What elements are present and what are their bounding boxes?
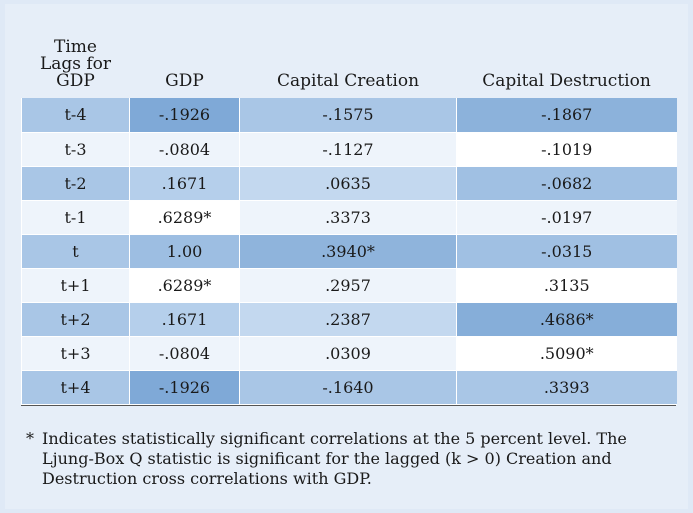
table-body: t-4 -.1926 -.1575 -.1867 t-3 -.0804 -.1127 -.10… [21,98,677,405]
cell-gdp: -.1926 [129,370,240,405]
cell-capital-creation: -.1127 [239,132,457,167]
cell-lag: t [21,234,130,269]
cell-lag: t-3 [21,132,130,167]
cell-lag: t-4 [21,98,130,133]
table-bottom-rule [21,405,676,406]
cell-capital-creation: -.1640 [239,370,457,405]
cell-gdp: .1671 [129,302,240,337]
cell-gdp: -.0804 [129,132,240,167]
table-row: t+3 -.0804.0309.5090* [21,336,677,371]
table-row: t-1.6289* .3373 -.0197 [21,200,677,235]
cell-capital-creation: .2387 [239,302,457,337]
header-time-lags: Time Lags for GDP [21,4,130,98]
footnote-text: Indicates statistically significant corr… [42,429,627,488]
cell-capital-destruction: .4686* [456,302,677,337]
cell-lag: t-2 [21,166,130,201]
footnote-asterisk: * [26,429,34,448]
cell-capital-creation: .3940* [239,234,457,269]
cell-capital-destruction: .3135 [456,268,677,303]
cell-gdp: .6289* [129,268,240,303]
cell-capital-creation: .0309 [239,336,457,371]
table-row: t+4 -.1926 -.1640.3393 [21,370,677,405]
table-header-row: Time Lags for GDP GDP Capital Creation C… [21,4,677,98]
cell-capital-destruction: -.1867 [456,98,677,133]
table-row: t 1.00.3940* -.0315 [21,234,677,269]
cell-capital-destruction: -.0315 [456,234,677,269]
cell-lag: t+1 [21,268,130,303]
cell-capital-destruction: .3393 [456,370,677,405]
cell-lag: t-1 [21,200,130,235]
cell-capital-creation: .2957 [239,268,457,303]
table-row: t-2.1671.0635 -.0682 [21,166,677,201]
cell-capital-destruction: -.0197 [456,200,677,235]
cell-lag: t+4 [21,370,130,405]
cell-gdp: .1671 [129,166,240,201]
cell-capital-creation: .3373 [239,200,457,235]
cell-capital-creation: .0635 [239,166,457,201]
cell-capital-destruction: -.1019 [456,132,677,167]
table-row: t+2.1671.2387.4686* [21,302,677,337]
header-capital-creation: Capital Creation [239,4,457,98]
correlation-table-panel: Time Lags for GDP GDP Capital Creation C… [5,4,688,509]
footnote: * Indicates statistically significant co… [26,429,652,489]
cell-gdp: 1.00 [129,234,240,269]
table-row: t-3 -.0804 -.1127 -.1019 [21,132,677,167]
cell-lag: t+3 [21,336,130,371]
cross-correlation-table: Time Lags for GDP GDP Capital Creation C… [21,4,677,405]
header-gdp: GDP [129,4,240,98]
cell-lag: t+2 [21,302,130,337]
header-capital-destruction: Capital Destruction [456,4,677,98]
table-row: t-4 -.1926 -.1575 -.1867 [21,98,677,133]
table-row: t+1.6289* .2957.3135 [21,268,677,303]
cell-capital-destruction: .5090* [456,336,677,371]
cell-capital-creation: -.1575 [239,98,457,133]
cell-gdp: -.0804 [129,336,240,371]
cell-capital-destruction: -.0682 [456,166,677,201]
cell-gdp: -.1926 [129,98,240,133]
cell-gdp: .6289* [129,200,240,235]
